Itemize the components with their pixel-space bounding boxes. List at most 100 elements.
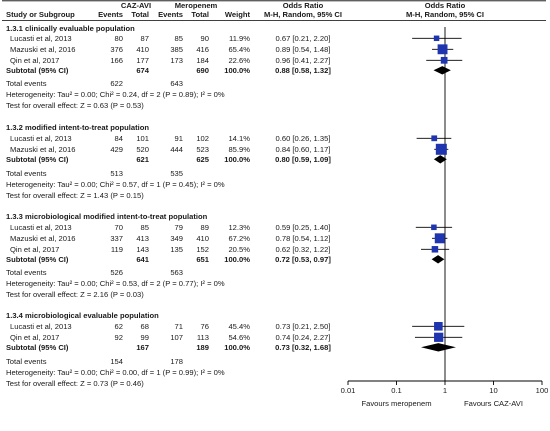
favours-left-label: Favours meropenem — [361, 399, 431, 408]
study-name: Mazuski et al, 2016 — [10, 45, 75, 54]
total-events1: 513 — [110, 169, 123, 178]
heterogeneity-text: Heterogeneity: Tau² = 0.00; Chi² = 0.00,… — [6, 368, 225, 377]
total2-header: Total — [191, 10, 209, 19]
study-name: Lucasti et al, 2013 — [10, 223, 72, 232]
total2-cell: 184 — [196, 56, 209, 65]
subtotal-or-ci: 0.72 [0.53, 0.97] — [275, 255, 331, 264]
subtotal-diamond — [420, 343, 456, 352]
total2-cell: 523 — [196, 145, 209, 154]
subtotal-diamond — [433, 155, 447, 164]
study-name: Lucasti et al, 2013 — [10, 34, 72, 43]
study-name: Lucasti et al, 2013 — [10, 134, 72, 143]
total2-cell: 102 — [196, 134, 209, 143]
overall-effect-test: Test for overall effect: Z = 2.16 (P = 0… — [6, 290, 144, 299]
or-plot-header: Odds Ratio — [425, 1, 466, 10]
total2-cell: 416 — [196, 45, 209, 54]
total-events2: 535 — [170, 169, 183, 178]
subtotal-or-ci: 0.88 [0.58, 1.32] — [275, 66, 331, 75]
weight-cell: 67.2% — [228, 234, 250, 243]
total1-cell: 101 — [136, 134, 149, 143]
x-tick-label: 10 — [489, 386, 497, 395]
total2-cell: 90 — [201, 34, 209, 43]
total1-cell: 87 — [141, 34, 149, 43]
subtotal-total1: 641 — [136, 255, 149, 264]
group1-header: CAZ-AVI — [121, 1, 151, 10]
study-name: Qin et al, 2017 — [10, 333, 59, 342]
group2-header: Meropenem — [175, 1, 218, 10]
study-square — [433, 35, 440, 42]
subgroup-title: 1.3.2 modified intent-to-treat populatio… — [6, 123, 149, 132]
x-tick-label: 0.01 — [341, 386, 356, 395]
total-events-label: Total events — [6, 169, 47, 178]
study-square — [434, 233, 445, 244]
or-ci-cell: 0.60 [0.26, 1.35] — [276, 134, 331, 143]
subgroup-title: 1.3.1 clinically evaluable population — [6, 24, 135, 33]
method-column-header: M-H, Random, 95% CI — [264, 10, 342, 19]
heterogeneity-text: Heterogeneity: Tau² = 0.00; Chi² = 0.24,… — [6, 90, 225, 99]
subtotal-total2: 690 — [196, 66, 209, 75]
subtotal-diamond — [433, 66, 451, 75]
events1-cell: 80 — [115, 34, 123, 43]
subtotal-total1: 621 — [136, 155, 149, 164]
total1-cell: 410 — [136, 45, 149, 54]
subgroup-title: 1.3.4 microbiological evaluable populati… — [6, 311, 159, 320]
subtotal-label: Subtotal (95% CI) — [6, 343, 69, 352]
weight-cell: 20.5% — [228, 245, 250, 254]
or-ci-cell: 0.84 [0.60, 1.17] — [276, 145, 331, 154]
events2-header: Events — [158, 10, 183, 19]
subtotal-total2: 625 — [196, 155, 209, 164]
events1-cell: 429 — [110, 145, 123, 154]
weight-cell: 54.6% — [228, 333, 250, 342]
total-events1: 622 — [110, 79, 123, 88]
study-square — [434, 332, 444, 342]
study-name: Qin et al, 2017 — [10, 56, 59, 65]
subtotal-total2: 651 — [196, 255, 209, 264]
x-tick-label: 1 — [443, 386, 447, 395]
total-events1: 526 — [110, 268, 123, 277]
study-name: Mazuski et al, 2016 — [10, 145, 75, 154]
total2-cell: 76 — [201, 322, 209, 331]
weight-cell: 65.4% — [228, 45, 250, 54]
weight-header: Weight — [225, 10, 251, 19]
or-ci-cell: 0.73 [0.21, 2.50] — [276, 322, 331, 331]
total1-cell: 85 — [141, 223, 149, 232]
or-ci-cell: 0.78 [0.54, 1.12] — [276, 234, 331, 243]
or-ci-cell: 0.62 [0.32, 1.22] — [276, 245, 331, 254]
events2-cell: 173 — [170, 56, 183, 65]
subtotal-total2: 189 — [196, 343, 209, 352]
events2-cell: 91 — [175, 134, 183, 143]
overall-effect-test: Test for overall effect: Z = 0.73 (P = 0… — [6, 379, 144, 388]
total1-header: Total — [131, 10, 149, 19]
total2-cell: 410 — [196, 234, 209, 243]
total-events2: 643 — [170, 79, 183, 88]
or-ci-cell: 0.89 [0.54, 1.48] — [276, 45, 331, 54]
or-ci-cell: 0.96 [0.41, 2.27] — [276, 56, 331, 65]
total-events1: 154 — [110, 357, 123, 366]
events2-cell: 85 — [175, 34, 183, 43]
subtotal-weight: 100.0% — [224, 255, 250, 264]
events1-header: Events — [98, 10, 123, 19]
study-square — [437, 44, 448, 55]
subtotal-total1: 674 — [136, 66, 149, 75]
subtotal-weight: 100.0% — [224, 155, 250, 164]
subtotal-label: Subtotal (95% CI) — [6, 66, 69, 75]
events2-cell: 79 — [175, 223, 183, 232]
total1-cell: 520 — [136, 145, 149, 154]
subtotal-weight: 100.0% — [224, 66, 250, 75]
study-column-header: Study or Subgroup — [6, 10, 75, 19]
total1-cell: 143 — [136, 245, 149, 254]
method-plot-header: M-H, Random, 95% CI — [406, 10, 484, 19]
subtotal-total1: 167 — [136, 343, 149, 352]
total-events2: 563 — [170, 268, 183, 277]
events1-cell: 92 — [115, 333, 123, 342]
weight-cell: 45.4% — [228, 322, 250, 331]
weight-cell: 12.3% — [228, 223, 250, 232]
subtotal-label: Subtotal (95% CI) — [6, 155, 69, 164]
total-events-label: Total events — [6, 357, 47, 366]
events1-cell: 62 — [115, 322, 123, 331]
events1-cell: 166 — [110, 56, 123, 65]
total-events2: 178 — [170, 357, 183, 366]
subtotal-weight: 100.0% — [224, 343, 250, 352]
heterogeneity-text: Heterogeneity: Tau² = 0.00; Chi² = 0.53,… — [6, 279, 225, 288]
